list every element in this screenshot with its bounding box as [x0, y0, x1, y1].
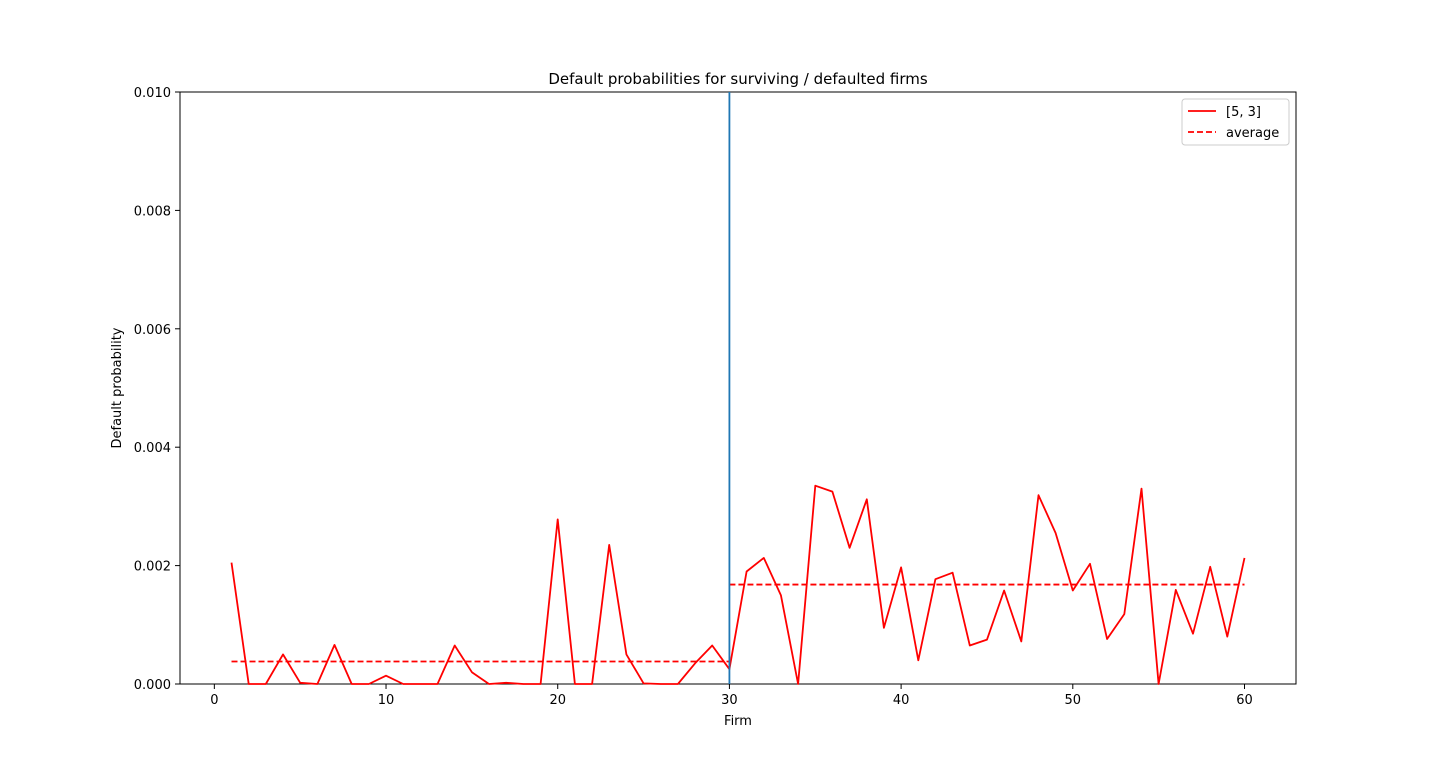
x-axis-label: Firm	[724, 714, 752, 729]
y-tick-label: 0.010	[134, 86, 171, 101]
y-axis-label: Default probability	[110, 327, 125, 448]
x-tick-label: 50	[1065, 693, 1082, 708]
legend-label-series: [5, 3]	[1226, 105, 1261, 120]
x-tick-label: 0	[210, 693, 218, 708]
series-line-5-3	[230, 484, 1246, 685]
y-tick-label: 0.004	[134, 441, 171, 456]
y-tick-label: 0.002	[134, 560, 171, 575]
x-tick-label: 60	[1236, 693, 1253, 708]
y-tick-label: 0.008	[134, 204, 171, 219]
legend-label-average: average	[1226, 126, 1279, 141]
x-tick-label: 30	[721, 693, 738, 708]
axes-frame	[179, 91, 1297, 685]
legend: [5, 3] average	[1181, 98, 1290, 146]
y-tick-label: 0.006	[134, 323, 171, 338]
x-tick-label: 40	[893, 693, 910, 708]
x-tick-label: 10	[378, 693, 395, 708]
chart-title: Default probabilities for surviving / de…	[548, 70, 928, 88]
plot-area: 0 10 20 30 40 50 60 0.000 0.002 0.004 0.006 0.008 0.…	[134, 86, 1297, 708]
x-tick-label: 20	[549, 693, 566, 708]
y-tick-label: 0.000	[134, 678, 171, 693]
